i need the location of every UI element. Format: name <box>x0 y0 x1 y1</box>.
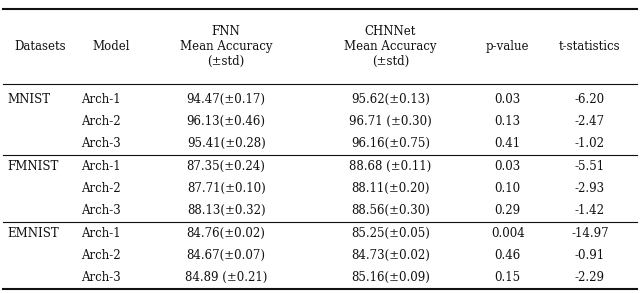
Text: 96.71 (±0.30): 96.71 (±0.30) <box>349 115 432 128</box>
Text: t-statistics: t-statistics <box>559 40 621 53</box>
Text: 95.62(±0.13): 95.62(±0.13) <box>351 93 430 106</box>
Text: 96.13(±0.46): 96.13(±0.46) <box>187 115 266 128</box>
Text: FNN: FNN <box>212 24 241 38</box>
Text: CHNNet: CHNNet <box>365 24 416 38</box>
Text: -2.47: -2.47 <box>575 115 605 128</box>
Text: 87.35(±0.24): 87.35(±0.24) <box>187 160 266 173</box>
Text: -14.97: -14.97 <box>571 226 609 240</box>
Text: 0.29: 0.29 <box>495 204 521 217</box>
Text: 84.89 (±0.21): 84.89 (±0.21) <box>185 271 268 284</box>
Text: Arch-1: Arch-1 <box>81 93 121 106</box>
Text: Datasets: Datasets <box>15 40 66 53</box>
Text: Arch-3: Arch-3 <box>81 137 121 151</box>
Text: 87.71(±0.10): 87.71(±0.10) <box>187 182 266 195</box>
Text: Arch-2: Arch-2 <box>81 115 121 128</box>
Text: 84.67(±0.07): 84.67(±0.07) <box>187 249 266 262</box>
Text: 85.25(±0.05): 85.25(±0.05) <box>351 226 430 240</box>
Text: FMNIST: FMNIST <box>7 160 58 173</box>
Text: Arch-2: Arch-2 <box>81 182 121 195</box>
Text: Mean Accuracy: Mean Accuracy <box>344 40 436 53</box>
Text: -6.20: -6.20 <box>575 93 605 106</box>
Text: 0.03: 0.03 <box>495 160 521 173</box>
Text: MNIST: MNIST <box>7 93 50 106</box>
Text: 88.68 (±0.11): 88.68 (±0.11) <box>349 160 431 173</box>
Text: Arch-3: Arch-3 <box>81 271 121 284</box>
Text: 0.10: 0.10 <box>495 182 521 195</box>
Text: 84.73(±0.02): 84.73(±0.02) <box>351 249 430 262</box>
Text: EMNIST: EMNIST <box>7 226 59 240</box>
Text: -1.42: -1.42 <box>575 204 605 217</box>
Text: 96.16(±0.75): 96.16(±0.75) <box>351 137 430 151</box>
Text: Mean Accuracy: Mean Accuracy <box>180 40 273 53</box>
Text: Arch-1: Arch-1 <box>81 226 121 240</box>
Text: (±std): (±std) <box>207 55 244 68</box>
Text: 0.41: 0.41 <box>495 137 521 151</box>
Text: 0.46: 0.46 <box>495 249 521 262</box>
Text: -1.02: -1.02 <box>575 137 605 151</box>
Text: 0.03: 0.03 <box>495 93 521 106</box>
Text: -5.51: -5.51 <box>575 160 605 173</box>
Text: 94.47(±0.17): 94.47(±0.17) <box>187 93 266 106</box>
Text: 85.16(±0.09): 85.16(±0.09) <box>351 271 430 284</box>
Text: 84.76(±0.02): 84.76(±0.02) <box>187 226 266 240</box>
Text: 0.13: 0.13 <box>495 115 521 128</box>
Text: Arch-1: Arch-1 <box>81 160 121 173</box>
Text: 88.11(±0.20): 88.11(±0.20) <box>351 182 429 195</box>
Text: p-value: p-value <box>486 40 529 53</box>
Text: 95.41(±0.28): 95.41(±0.28) <box>187 137 266 151</box>
Text: (±std): (±std) <box>372 55 409 68</box>
Text: 88.13(±0.32): 88.13(±0.32) <box>187 204 266 217</box>
Text: -2.93: -2.93 <box>575 182 605 195</box>
Text: Model: Model <box>92 40 129 53</box>
Text: 0.004: 0.004 <box>491 226 525 240</box>
Text: -0.91: -0.91 <box>575 249 605 262</box>
Text: -2.29: -2.29 <box>575 271 605 284</box>
Text: Arch-2: Arch-2 <box>81 249 121 262</box>
Text: 88.56(±0.30): 88.56(±0.30) <box>351 204 430 217</box>
Text: 0.15: 0.15 <box>495 271 521 284</box>
Text: Arch-3: Arch-3 <box>81 204 121 217</box>
